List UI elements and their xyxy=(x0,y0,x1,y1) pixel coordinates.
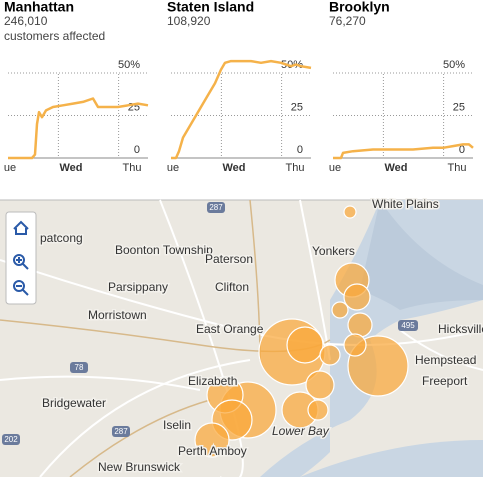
place-label: Hicksville xyxy=(438,322,483,336)
place-label: White Plains xyxy=(372,197,439,211)
x-tick-label: Wed xyxy=(59,162,82,174)
y-tick-label: 50% xyxy=(118,59,140,71)
x-tick-label: Wed xyxy=(384,162,407,174)
y-tick-label: 0 xyxy=(459,144,465,156)
outage-bubbles xyxy=(194,205,409,458)
y-tick-label: 0 xyxy=(134,144,140,156)
place-label: Perth Amboy xyxy=(178,444,247,458)
line xyxy=(171,59,312,160)
place-label: Yonkers xyxy=(312,244,355,258)
control-panel xyxy=(5,211,37,305)
y-tick-label: 25 xyxy=(291,101,303,113)
route-shields: 287 495 78 287 202 xyxy=(2,202,418,445)
place-label: Bridgewater xyxy=(42,396,106,410)
zoom-out-button[interactable] xyxy=(13,280,29,296)
zoom-in-button[interactable] xyxy=(13,254,29,270)
chart-subtitle: 108,920 xyxy=(167,14,211,28)
place-label: Morristown xyxy=(88,308,147,322)
chart-title: Manhattan xyxy=(4,0,74,15)
y-tick-label: 0 xyxy=(297,144,303,156)
place-label: patcong xyxy=(40,231,83,245)
x-tick-label: Wed xyxy=(222,162,245,174)
place-label: New Brunswick xyxy=(98,460,181,474)
place-label: Hempstead xyxy=(415,353,476,367)
place-label: East Orange xyxy=(196,322,264,336)
y-tick-label: 25 xyxy=(453,101,465,113)
place-label: Lower Bay xyxy=(272,424,330,438)
map-controls xyxy=(5,211,37,305)
place-label: Elizabeth xyxy=(188,374,237,388)
ocean xyxy=(300,440,483,477)
x-tick-label: ue xyxy=(167,162,179,174)
shield-label: 495 xyxy=(401,321,415,330)
y-tick-label: 50% xyxy=(443,59,465,71)
chart-subtitle: 246,010 xyxy=(4,14,48,28)
line xyxy=(8,97,149,160)
roads xyxy=(0,199,483,477)
place-label: Iselin xyxy=(163,418,191,432)
shield-label: 287 xyxy=(209,203,223,212)
long-island xyxy=(300,320,483,477)
sound xyxy=(360,200,483,310)
chart-title: Brooklyn xyxy=(329,0,390,15)
x-tick-label: Thu xyxy=(286,162,305,174)
x-tick-label: ue xyxy=(329,162,341,174)
chart-subtitle: 76,270 xyxy=(329,14,366,28)
place-label: Freeport xyxy=(422,374,468,388)
place-label: Boonton Township xyxy=(115,243,213,257)
shield-label: 202 xyxy=(4,435,18,444)
chart-title: Staten Island xyxy=(167,0,254,15)
shield-label: 78 xyxy=(75,363,84,372)
shield-label: 287 xyxy=(114,427,128,436)
chart-note: customers affected xyxy=(4,29,105,43)
map: Boonton Township Paterson Yonkers White … xyxy=(0,196,483,477)
x-tick-label: Thu xyxy=(448,162,467,174)
x-tick-label: ue xyxy=(4,162,16,174)
x-tick-label: Thu xyxy=(123,162,142,174)
map-labels: Boonton Township Paterson Yonkers White … xyxy=(39,196,483,476)
home-button[interactable] xyxy=(13,220,29,235)
place-label: Paterson xyxy=(205,252,253,266)
line xyxy=(333,143,474,160)
place-label: Clifton xyxy=(215,280,249,294)
place-label: Parsippany xyxy=(108,280,168,294)
